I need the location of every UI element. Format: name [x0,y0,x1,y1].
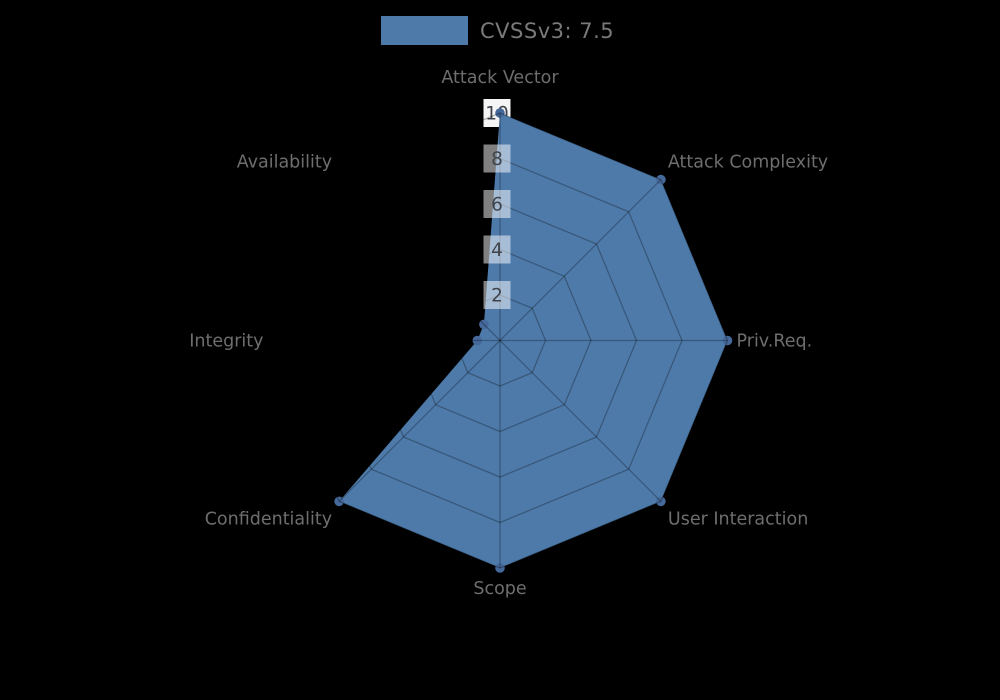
radar-series-marker-6 [472,335,483,346]
axis-label-user-interaction: User Interaction [668,509,808,529]
axis-label-attack-complexity: Attack Complexity [668,153,828,173]
axis-label-confidentiality: Confidentiality [205,509,332,529]
grid-spoke-7 [338,179,501,341]
r-tick-box-2 [483,281,511,309]
radar-series-marker-2 [722,335,733,346]
grid-ring-8 [317,157,683,524]
r-tick-label-6: 6 [491,195,503,216]
r-tick-label-8: 8 [491,149,503,170]
radar-series-0 [334,108,733,573]
legend-series-swatch [381,16,468,45]
radar-series-marker-3 [656,496,666,507]
r-tick-box-4 [483,235,511,264]
radial-tick-layer: 2 4 6 8 [483,144,511,309]
radar-series-marker-1 [656,174,666,185]
r-tick-box-6 [483,190,511,218]
axis-label-priv-req: Priv.Req. [737,332,813,352]
axis-label-availability: Availability [237,153,332,173]
chart-legend: CVSSv3: 7.5 [381,16,614,45]
radar-series-polygon [339,113,728,568]
grid-ring-6 [362,203,638,478]
legend-series-label: CVSSv3: 7.5 [480,18,615,43]
grid-ring-4 [408,248,592,433]
axis-label-attack-vector: Attack Vector [441,68,559,88]
grid-spoke-5 [338,340,501,502]
radar-series-marker-7 [479,319,489,330]
axis-label-layer: Attack Vector Attack Complexity Priv.Req. U… [189,68,828,599]
axis-label-scope: Scope [473,579,526,599]
radar-series-marker-4 [495,563,505,573]
r-tick-label-2: 2 [491,286,503,307]
grid-spoke-3 [499,340,662,502]
r-tick-box-8 [483,144,511,173]
radar-series-marker-0 [495,108,505,118]
axis-label-integrity: Integrity [189,332,263,352]
radar-grid [271,112,729,569]
radar-series-marker-5 [334,496,344,507]
grid-spoke-1 [499,179,662,341]
grid-ring-2 [453,294,547,387]
r-tick-label-4: 4 [491,240,503,261]
grid-ring-10 [271,112,729,569]
